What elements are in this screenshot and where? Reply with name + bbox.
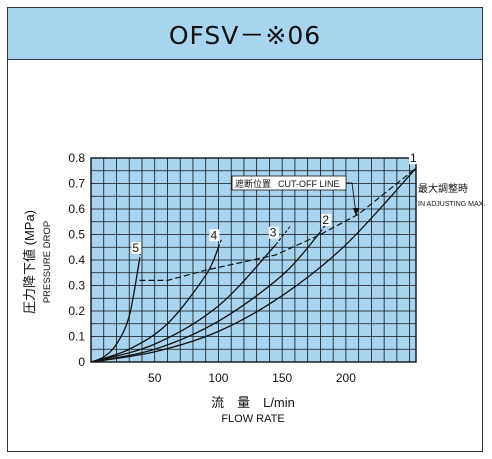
curve-5 (90, 259, 141, 363)
cutoff-leader (346, 182, 357, 215)
max-adjust-label-jp: 最大調整時 (418, 182, 468, 195)
x-axis-label-en: FLOW RATE (221, 413, 284, 425)
y-tick-label: 0.2 (68, 304, 85, 318)
curve-label-bg (409, 152, 419, 165)
page-title: OFSV－※06 (168, 20, 322, 50)
cutoff-label-jp: 遮断位置 (235, 178, 271, 189)
title-bar: OFSV－※06 (8, 8, 482, 60)
curve-1 (90, 167, 417, 363)
curve-2 (90, 231, 321, 363)
curve-label-bg (321, 213, 332, 226)
cutoff-line-label: 遮断位置 CUT-OFF LINE (231, 175, 347, 191)
x-tick-label: 50 (148, 371, 162, 385)
cutoff-arrowhead (353, 208, 359, 216)
curve-label-bg (131, 242, 142, 254)
curve-label-3: 3 (270, 226, 277, 240)
y-tick-label: 0.1 (68, 330, 85, 344)
curve-4 (90, 246, 220, 363)
curve-label-2: 2 (322, 213, 329, 227)
cutoff-label-en: CUT-OFF LINE (278, 179, 340, 189)
curve-label-1: 1 (410, 151, 417, 165)
x-tick-label: 150 (272, 371, 292, 385)
curve-label-bg (209, 229, 220, 242)
curve-label-4: 4 (210, 228, 217, 242)
y-tick-label: 0.7 (68, 177, 85, 191)
cutoff-line (139, 167, 417, 281)
y-axis-label-jp: 圧力降下値 (MPa) (22, 210, 37, 314)
x-axis-label-jp: 流 量 L/min (211, 395, 295, 410)
curves: 1 2 3 4 5 (90, 151, 419, 363)
y-tick-label: 0 (78, 355, 85, 369)
x-tick-label: 100 (208, 371, 228, 385)
y-tick-label: 0.5 (68, 228, 85, 242)
grid (90, 157, 417, 363)
max-adjust-label-en: IN ADJUSTING MAX. (418, 201, 485, 208)
curve-label-bg (268, 226, 279, 239)
axis-ticks: 0 0.1 0.2 0.3 0.4 0.5 0.6 0.7 0.8 50 100 150 200 (68, 151, 356, 385)
curve-4-extension (217, 238, 223, 248)
cutoff-label-box (231, 175, 347, 191)
curve-3 (90, 244, 277, 363)
y-tick-label: 0.8 (68, 151, 85, 165)
curve-label-5: 5 (132, 241, 139, 255)
plot-border (90, 157, 417, 363)
curve-3-extension (275, 226, 291, 246)
y-axis-label-en: PRESSURE DROP (42, 221, 53, 303)
y-tick-label: 0.4 (68, 253, 85, 267)
y-tick-label: 0.3 (68, 279, 85, 293)
y-tick-label: 0.6 (68, 202, 85, 216)
x-tick-label: 200 (336, 371, 356, 385)
curve-2-extension (319, 218, 331, 233)
curve-5-extension (138, 243, 143, 261)
